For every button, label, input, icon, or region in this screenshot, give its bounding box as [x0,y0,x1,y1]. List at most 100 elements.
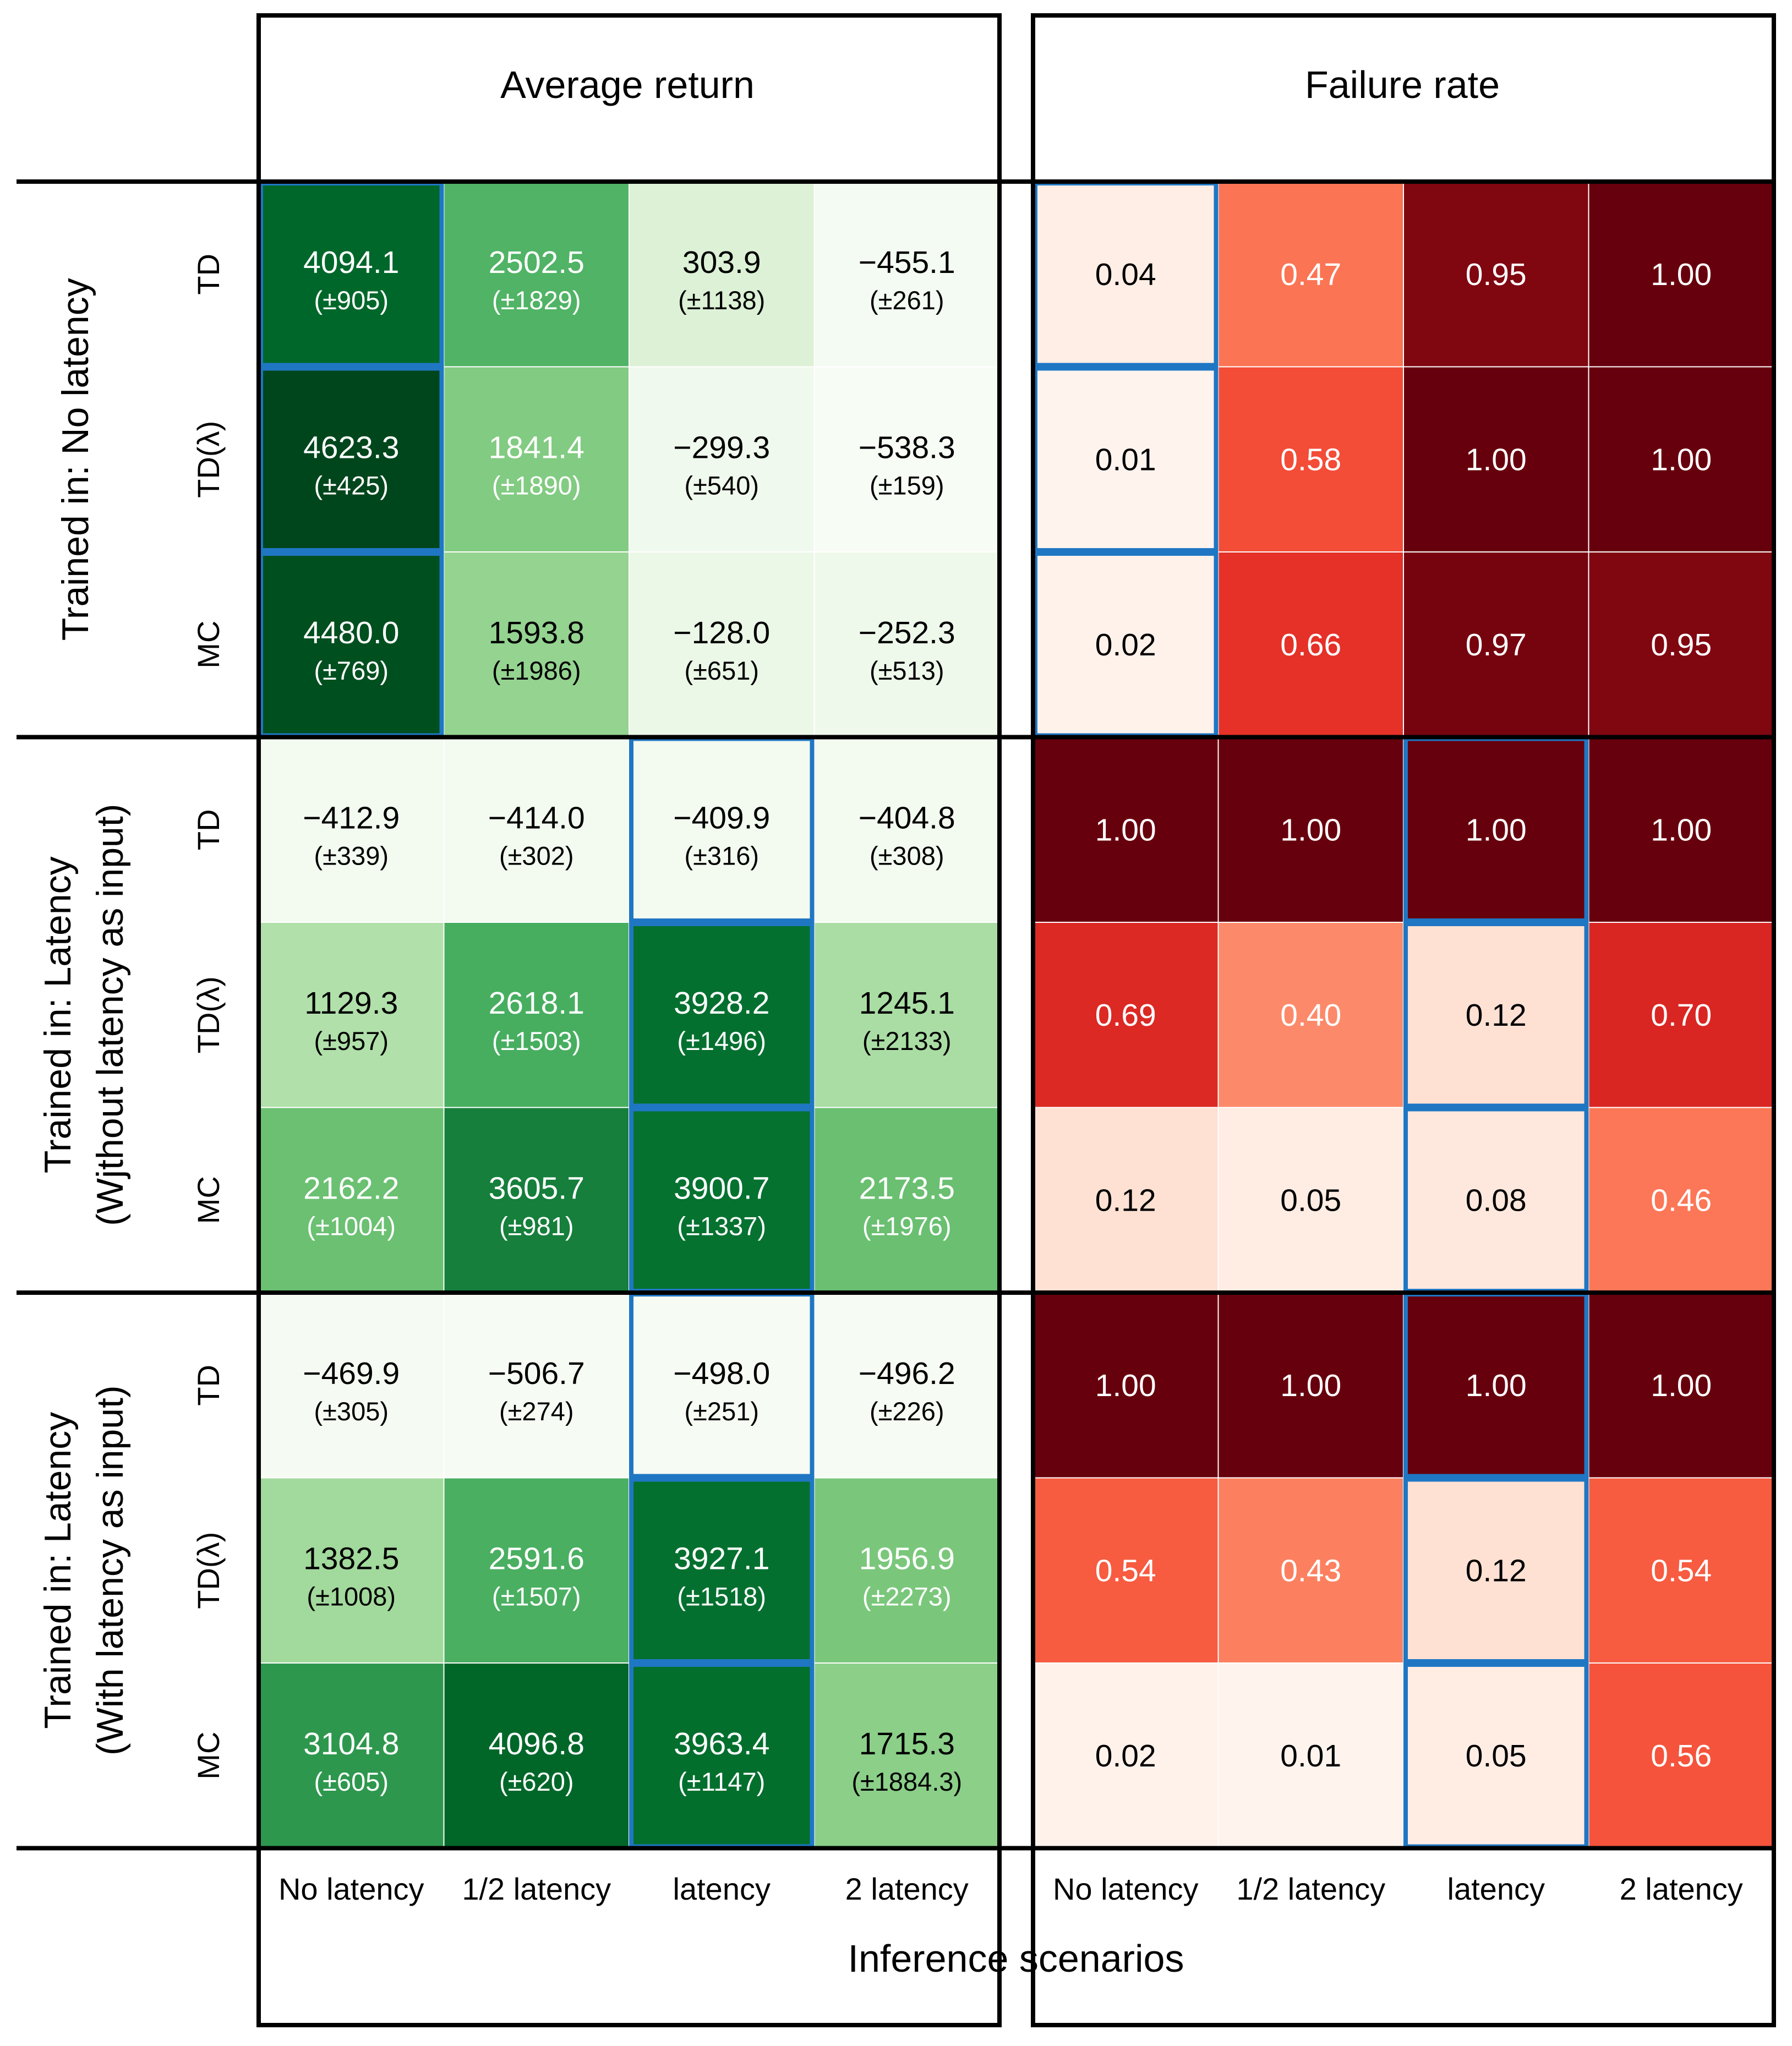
failure-cell [1588,366,1774,552]
return-value-label: 3963.4 [674,1726,769,1761]
failure-value-label: 1.00 [1095,1368,1156,1403]
row-tick-label: TD(λ) [191,421,226,498]
failure-value-label: 1.00 [1466,813,1527,848]
return-cell [443,736,630,923]
return-value-label: 3927.1 [674,1541,769,1577]
return-std-label: (±1890) [492,471,581,500]
return-std-label: (±957) [314,1026,389,1055]
failure-cell [1217,1662,1404,1849]
failure-value-label: 0.01 [1095,442,1156,478]
failure-cell [1403,551,1589,738]
return-value-label: −496.2 [859,1356,955,1391]
return-std-label: (±620) [499,1767,574,1796]
failure-cell [1588,736,1774,923]
return-std-label: (±651) [684,656,759,685]
return-value-label: −252.3 [859,615,955,650]
failure-value-label: 0.02 [1095,1738,1156,1774]
return-std-label: (±261) [870,286,944,315]
return-value-label: 1593.8 [489,615,584,650]
return-cell [443,1107,630,1293]
return-value-label: −404.8 [859,801,955,836]
column-tick-label: latency [1447,1872,1545,1906]
failure-value-label: 1.00 [1651,442,1712,478]
return-value-label: −538.3 [859,430,955,466]
return-value-label: 4096.8 [489,1726,584,1761]
return-value-label: −498.0 [673,1356,770,1391]
return-value-label: 3104.8 [303,1726,399,1761]
return-std-label: (±1147) [678,1767,765,1796]
return-cell [258,1662,445,1849]
failure-value-label: 0.47 [1280,257,1341,292]
return-value-label: 4094.1 [303,245,399,280]
failure-cell [1032,1477,1219,1664]
panel-frames [17,13,1776,2027]
return-cell [813,1477,1000,1664]
failure-cell [1588,1477,1774,1664]
row-group-label: (Wjthout latency as input) [89,804,131,1226]
return-std-label: (±226) [870,1397,944,1426]
return-cell [629,922,815,1108]
failure-value-label: 1.00 [1280,813,1341,848]
failure-value-label: 0.12 [1466,1553,1527,1589]
return-std-label: (±605) [314,1767,389,1796]
return-std-label: (±316) [684,841,759,871]
failure-cell [1032,736,1219,923]
x-axis-label: Inference scenarios [848,1937,1184,1980]
row-group-label: Trained in: Latency [37,1412,79,1729]
return-cell [813,1662,1000,1849]
failure-value-label: 1.00 [1466,442,1527,478]
return-std-label: (±1008) [307,1582,396,1611]
column-tick-label: 2 latency [845,1872,969,1906]
return-cell [443,1292,630,1479]
return-std-label: (±1976) [862,1212,952,1241]
heatmap-cells: 4094.1 (±905) 0.04 2502.5 (±1829) 0.47 303.9 (±… [258,181,1774,1849]
return-cell [629,181,815,368]
column-tick-label: 2 latency [1620,1872,1743,1906]
return-cell [258,1107,445,1293]
failure-cell [1032,366,1219,552]
failure-cell [1032,1107,1219,1293]
return-value-label: 3928.2 [674,986,769,1021]
row-tick-label: TD [191,809,226,850]
row-tick-label: TD(λ) [191,976,226,1053]
return-cell [629,366,815,552]
return-value-label: −409.9 [673,801,770,836]
return-std-label: (±339) [314,841,389,871]
failure-cell [1403,1107,1589,1293]
return-value-label: 1382.5 [303,1541,399,1577]
failure-value-label: 0.43 [1280,1553,1341,1589]
failure-cell [1217,1477,1404,1664]
return-value-label: 303.9 [682,245,761,280]
row-tick-label: TD [191,254,226,295]
column-tick-label: 1/2 latency [1236,1872,1385,1906]
failure-value-label: 1.00 [1466,1368,1527,1403]
failure-value-label: 1.00 [1651,1368,1712,1403]
failure-value-label: 0.95 [1651,627,1712,663]
return-value-label: −469.9 [303,1356,400,1391]
return-std-label: (±251) [684,1397,759,1426]
failure-cell [1217,736,1404,923]
failure-cell [1588,551,1774,738]
return-value-label: 2162.2 [303,1171,399,1206]
return-value-label: −412.9 [303,801,400,836]
return-std-label: (±1884.3) [851,1767,962,1796]
return-value-label: 3900.7 [674,1171,769,1206]
return-cell [813,1107,1000,1293]
highlight-box [1403,1477,1589,1664]
return-std-label: (±1138) [678,286,765,315]
failure-cell [1403,1662,1589,1849]
return-value-label: 3605.7 [489,1171,584,1206]
panel-title-average-return: Average return [500,63,755,106]
failure-value-label: 1.00 [1095,813,1156,848]
highlight-box [1403,922,1589,1108]
return-std-label: (±1503) [492,1026,581,1055]
return-cell [258,181,445,368]
failure-value-label: 0.54 [1651,1553,1712,1589]
return-cell [258,922,445,1108]
failure-cell [1403,1292,1589,1479]
return-value-label: 2591.6 [489,1541,584,1577]
return-value-label: 1245.1 [859,986,955,1021]
return-std-label: (±1507) [492,1582,581,1611]
return-value-label: 4623.3 [303,430,399,466]
failure-value-label: 0.69 [1095,998,1156,1033]
